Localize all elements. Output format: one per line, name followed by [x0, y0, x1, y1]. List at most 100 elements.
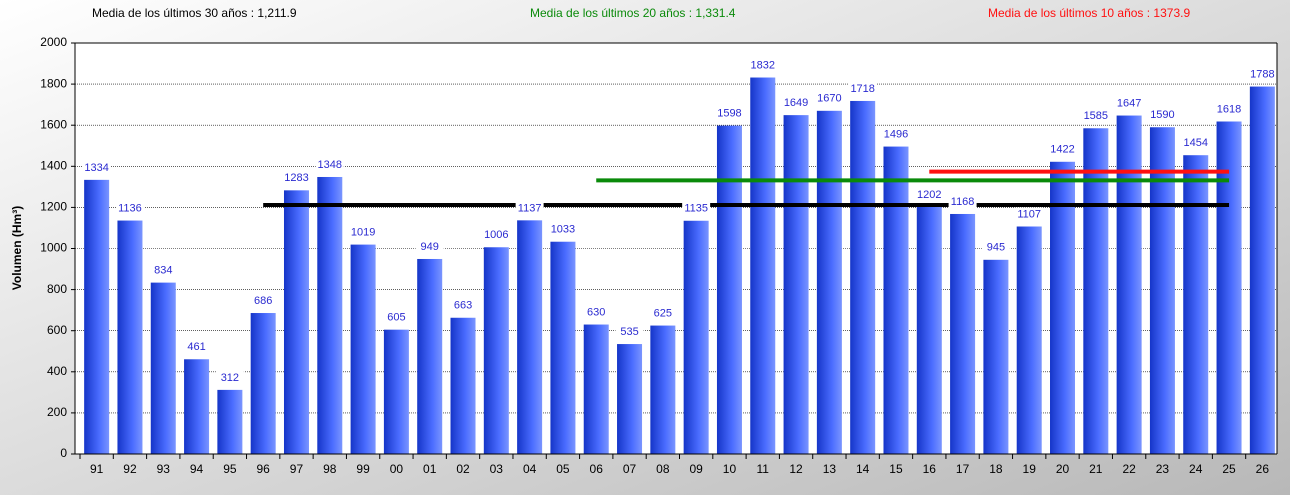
value-label-bg: [915, 187, 944, 202]
value-label: 1019: [351, 227, 375, 239]
value-label-bg: [482, 228, 511, 243]
x-tick-label: 10: [723, 462, 737, 476]
x-tick-label: 12: [789, 462, 803, 476]
bar: [650, 325, 676, 454]
value-label-bg: [1081, 109, 1110, 124]
x-tick-label: 08: [656, 462, 670, 476]
value-label: 1718: [850, 83, 874, 95]
x-tick-label: 98: [323, 462, 337, 476]
bar: [850, 100, 876, 455]
bar: [550, 241, 576, 454]
bar: [783, 115, 809, 455]
x-tick-label: 24: [1189, 462, 1203, 476]
value-label-bg: [1248, 67, 1277, 82]
bar: [916, 206, 942, 454]
bar: [350, 244, 376, 454]
bar: [683, 220, 709, 454]
x-tick-label: 95: [223, 462, 237, 476]
bar: [1183, 155, 1209, 454]
value-label-bg: [1015, 207, 1044, 222]
bar: [250, 313, 276, 454]
y-tick-label: 800: [47, 282, 67, 296]
x-tick-label: 04: [523, 462, 537, 476]
value-label-bg: [548, 222, 577, 237]
bar: [883, 146, 909, 454]
value-label: 1006: [484, 229, 508, 241]
x-tick-label: 14: [856, 462, 870, 476]
y-tick-label: 1200: [40, 200, 67, 214]
bar: [517, 220, 543, 454]
y-tick-label: 400: [47, 364, 67, 378]
x-tick-label: 23: [1156, 462, 1170, 476]
bar: [1116, 115, 1142, 454]
x-tick-label: 05: [556, 462, 570, 476]
value-label: 1334: [84, 162, 108, 174]
value-label: 1137: [518, 202, 542, 214]
x-tick-label: 06: [590, 462, 604, 476]
value-label: 312: [221, 372, 239, 384]
x-tick-label: 93: [157, 462, 171, 476]
bar: [417, 258, 443, 454]
value-label-bg: [82, 160, 111, 175]
value-label-bg: [315, 157, 344, 172]
value-label: 1496: [884, 128, 908, 140]
value-label-bg: [515, 201, 544, 216]
y-tick-label: 2000: [40, 35, 67, 49]
y-tick-label: 0: [60, 446, 67, 460]
value-label: 1422: [1050, 144, 1074, 156]
value-label-bg: [249, 294, 278, 309]
value-label-bg: [881, 127, 910, 142]
x-tick-label: 20: [1056, 462, 1070, 476]
value-label: 945: [987, 242, 1005, 254]
value-label: 1135: [684, 203, 708, 215]
value-label-bg: [115, 201, 144, 216]
value-label: 1590: [1150, 109, 1174, 121]
value-label: 686: [254, 295, 272, 307]
value-label: 1649: [784, 97, 808, 109]
bar: [150, 282, 176, 454]
value-label-bg: [715, 106, 744, 121]
bar: [450, 317, 476, 454]
value-label: 630: [587, 306, 605, 318]
value-label-bg: [948, 194, 977, 209]
x-tick-label: 97: [290, 462, 304, 476]
bar: [383, 329, 409, 454]
value-label-bg: [415, 239, 444, 254]
value-label: 1454: [1183, 137, 1207, 149]
value-label: 1788: [1250, 68, 1274, 80]
value-label-bg: [449, 298, 478, 313]
bar: [716, 125, 742, 455]
x-tick-label: 01: [423, 462, 437, 476]
value-label-bg: [782, 96, 811, 111]
value-label-bg: [1215, 102, 1244, 117]
bar: [983, 259, 1009, 454]
x-tick-label: 17: [956, 462, 970, 476]
average-label: Media de los últimos 30 años : 1,211.9: [92, 6, 297, 20]
value-label-bg: [848, 81, 877, 96]
value-label-bg: [149, 263, 178, 278]
bar: [1216, 121, 1242, 454]
x-tick-label: 26: [1256, 462, 1270, 476]
average-label: Media de los últimos 20 años : 1,331.4: [530, 6, 736, 20]
bar: [950, 213, 976, 454]
x-tick-label: 19: [1023, 462, 1037, 476]
y-tick-label: 1800: [40, 76, 67, 90]
value-label: 1033: [551, 224, 575, 236]
bar: [184, 359, 210, 454]
value-label-bg: [215, 370, 244, 385]
x-tick-label: 91: [90, 462, 104, 476]
y-tick-label: 600: [47, 323, 67, 337]
value-label: 535: [620, 326, 638, 338]
value-label: 461: [187, 341, 205, 353]
bar: [816, 110, 842, 454]
value-label-bg: [282, 171, 311, 186]
x-tick-label: 02: [456, 462, 470, 476]
value-label: 605: [387, 312, 405, 324]
y-tick-label: 200: [47, 405, 67, 419]
value-label: 1618: [1217, 103, 1241, 115]
x-tick-label: 22: [1122, 462, 1136, 476]
x-tick-label: 18: [989, 462, 1003, 476]
value-label: 1107: [1017, 208, 1041, 220]
value-label: 663: [454, 300, 472, 312]
